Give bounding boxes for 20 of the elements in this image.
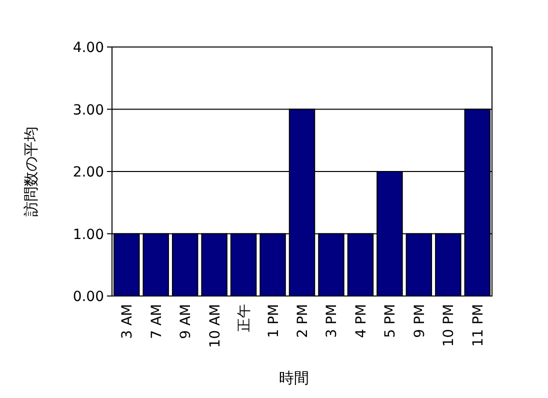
x-tick-label: 3 AM [120,304,136,340]
y-tick-label: 0.00 [72,289,104,305]
x-tick-label: 4 PM [353,304,370,338]
y-axis-title: 訪問数の平均 [22,126,40,216]
y-tick-label: 4.00 [72,40,104,56]
y-tick-label: 2.00 [72,164,104,180]
x-tick-label: 2 PM [295,304,311,338]
y-tick-label: 1.00 [72,226,104,243]
x-tick-label: 7 AM [148,304,165,340]
x-tick-label: 10 PM [441,304,458,347]
x-tick-label: 9 AM [178,304,194,340]
x-tick-label: 5 PM [382,304,399,338]
x-tick-label: 正午 [236,304,253,332]
x-tick-label: 10 AM [207,304,224,348]
y-tick-label: 3.00 [72,102,104,118]
x-tick-label: 1 PM [266,304,282,338]
x-tick-label: 3 PM [324,304,340,338]
x-tick-label: 11 PM [470,304,486,347]
x-tick-label: 9 PM [412,304,428,338]
x-axis-title: 時間 [279,369,309,387]
